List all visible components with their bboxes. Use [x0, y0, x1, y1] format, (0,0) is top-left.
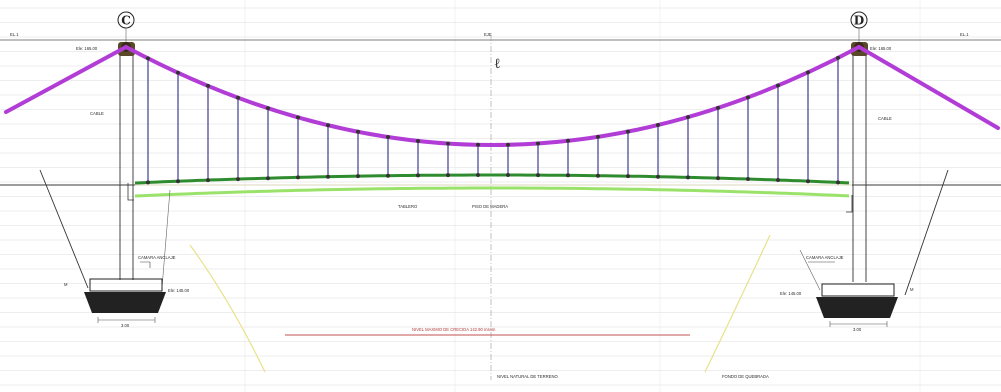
- left-cable-tag: CABLE: [90, 111, 104, 116]
- connection-node: [716, 105, 720, 110]
- connection-node: [146, 56, 150, 61]
- right-axis-marker: D: [850, 11, 868, 42]
- connection-node: [506, 173, 510, 177]
- connection-node: [776, 178, 780, 182]
- connection-node: [806, 70, 810, 75]
- hanger-group: [147, 57, 839, 183]
- right-marker: M: [910, 287, 914, 292]
- connection-node: [686, 115, 690, 120]
- connection-node: [236, 95, 240, 100]
- connection-node: [596, 134, 600, 139]
- right-abutment-bracket: [846, 195, 853, 213]
- left-axis-marker: C: [117, 11, 135, 42]
- connection-node: [356, 174, 360, 179]
- connection-node: [206, 178, 210, 183]
- deck-top-chord: [134, 173, 850, 185]
- connection-node: [206, 83, 210, 88]
- connection-node: [416, 173, 420, 178]
- connection-node: [686, 175, 690, 180]
- deck-floor-label: PISO DE MADERA: [472, 204, 508, 209]
- top-left-tag: EL.1: [10, 32, 19, 37]
- deck-span-label: TABLERO: [398, 204, 418, 209]
- connection-node: [746, 177, 750, 181]
- terrain-sketch-left: [189, 244, 266, 373]
- connection-node: [296, 115, 300, 120]
- right-footing: [816, 283, 898, 327]
- left-backstay-cable: [4, 45, 128, 114]
- connection-node: [266, 106, 270, 111]
- left-excavation-slope: [39, 169, 89, 289]
- max-flood-level-label: NIVEL MAXIMO DE CRECIDA 142.90 msnm: [412, 327, 496, 332]
- connection-node: [656, 174, 660, 179]
- connection-node: [446, 141, 450, 146]
- left-anchor-label: CAMARA ANCLAJE: [138, 255, 176, 260]
- connection-node: [506, 142, 510, 147]
- terrain-level-label: NIVEL NATURAL DE TERRENO: [497, 374, 558, 379]
- left-anchor-leader: [140, 261, 151, 268]
- left-abutment-bracket: [127, 183, 134, 201]
- right-inner-slope: [799, 249, 821, 291]
- right-footing-elevation: Ele: 145.00: [780, 291, 802, 296]
- connection-node: [326, 174, 330, 179]
- connection-node: [296, 175, 300, 180]
- connection-node: [626, 174, 630, 179]
- terrain-sketch-right: [704, 234, 771, 373]
- connection-node: [446, 173, 450, 178]
- right-tower: [851, 42, 868, 282]
- left-footing: [84, 278, 166, 323]
- connection-node: [776, 83, 780, 88]
- connection-node: [236, 177, 240, 182]
- connection-node: [806, 179, 810, 184]
- connection-node: [836, 55, 840, 60]
- connection-node: [656, 123, 660, 127]
- connection-node: [176, 179, 180, 184]
- connection-node: [536, 141, 540, 146]
- top-right-tag: EL.1: [960, 32, 969, 37]
- connection-node: [266, 176, 270, 181]
- connection-node: [836, 180, 840, 185]
- centerline-symbol: ℓ: [494, 56, 501, 72]
- right-tower-elevation: Ele: 165.00: [870, 46, 892, 51]
- connection-node: [596, 173, 600, 178]
- left-tower-elevation: Ele: 165.00: [76, 46, 98, 51]
- connection-node: [176, 70, 180, 75]
- connection-node: [566, 138, 570, 143]
- deck-bottom-chord: [134, 186, 850, 198]
- connection-node: [536, 173, 540, 178]
- main-cable: [124, 45, 861, 147]
- deck-node-group: [146, 55, 840, 185]
- left-inner-slope: [161, 189, 171, 289]
- right-axis-label: D: [854, 14, 864, 28]
- connection-node: [416, 139, 420, 143]
- right-cable-tag: CABLE: [878, 116, 892, 121]
- connection-node: [476, 173, 480, 177]
- connection-node: [386, 173, 390, 178]
- left-axis-label: C: [121, 14, 131, 28]
- connection-node: [476, 142, 480, 147]
- river-bed-label: FONDO DE QUEBRADA: [722, 374, 769, 379]
- connection-node: [326, 123, 330, 128]
- left-marker: M: [64, 282, 68, 287]
- right-backstay-cable: [857, 45, 1000, 130]
- left-footing-width: 3.00: [121, 323, 130, 328]
- right-anchor-label: CAMARA ANCLAJE: [806, 255, 844, 260]
- connection-node: [716, 176, 720, 181]
- left-tower: [118, 42, 135, 280]
- right-excavation-slope: [904, 169, 949, 296]
- connection-node: [146, 180, 150, 185]
- connection-node: [746, 95, 750, 100]
- left-footing-elevation: Ele: 145.00: [168, 288, 190, 293]
- connection-node: [386, 135, 390, 139]
- right-footing-width: 3.00: [853, 327, 862, 332]
- connection-node: [566, 173, 570, 178]
- connection-node: [356, 129, 360, 134]
- top-center-tag: EJE: [484, 32, 492, 37]
- connection-node: [626, 129, 630, 134]
